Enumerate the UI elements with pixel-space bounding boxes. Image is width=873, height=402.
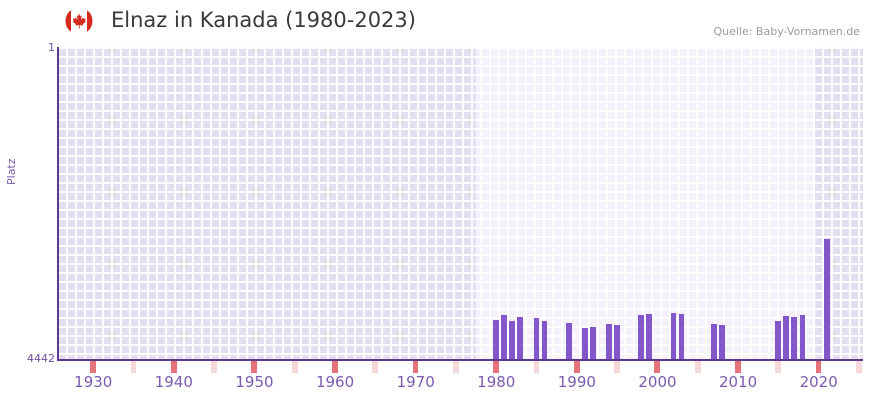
bar-1998[interactable] bbox=[638, 315, 645, 361]
bar-1989[interactable] bbox=[565, 323, 572, 361]
x-tick-1945 bbox=[211, 361, 217, 373]
bar-1980[interactable] bbox=[493, 320, 500, 361]
x-axis-label-2010: 2010 bbox=[718, 373, 758, 391]
x-tick-2020 bbox=[815, 361, 822, 373]
y-axis-bottom-label: 4442 bbox=[27, 352, 55, 365]
x-tick-1975 bbox=[452, 361, 459, 373]
x-axis-ticks bbox=[57, 361, 863, 373]
y-axis-title: Platz bbox=[5, 158, 18, 185]
bar-1982[interactable] bbox=[509, 321, 516, 361]
x-axis-label-1960: 1960 bbox=[315, 373, 355, 391]
x-tick-1990 bbox=[573, 361, 580, 373]
x-tick-1940 bbox=[170, 361, 177, 373]
x-axis-label-1980: 1980 bbox=[477, 373, 516, 391]
bar-2016[interactable] bbox=[783, 316, 790, 361]
x-tick-2025 bbox=[855, 361, 862, 373]
bar-2015[interactable] bbox=[775, 321, 782, 361]
x-axis-labels: 1930 1940 1950 1960 1970 1980 1990 2000 2010 2020 bbox=[0, 373, 873, 398]
x-axis-label-2000: 2000 bbox=[638, 373, 677, 391]
y-axis-top-label: 1 bbox=[48, 41, 55, 54]
plot-area bbox=[57, 47, 863, 361]
x-tick-1980 bbox=[493, 361, 500, 373]
source-label: Quelle: Baby-Vornamen.de bbox=[713, 25, 860, 38]
x-axis-label-1950: 1950 bbox=[235, 373, 274, 391]
bar-1986[interactable] bbox=[541, 321, 548, 361]
x-tick-1950 bbox=[251, 361, 258, 373]
x-tick-1935 bbox=[130, 361, 137, 373]
x-tick-1965 bbox=[372, 361, 379, 373]
x-tick-1995 bbox=[614, 361, 620, 373]
y-axis-line bbox=[57, 47, 59, 361]
bar-1983[interactable] bbox=[517, 317, 524, 361]
bar-2007[interactable] bbox=[710, 324, 717, 361]
x-tick-2000 bbox=[654, 361, 661, 373]
bar-2018[interactable] bbox=[799, 315, 806, 361]
bar-2017[interactable] bbox=[791, 317, 798, 361]
bar-2021[interactable] bbox=[823, 239, 830, 361]
bar-2002[interactable] bbox=[670, 313, 677, 361]
x-tick-1930 bbox=[90, 361, 97, 373]
bar-1999[interactable] bbox=[646, 314, 653, 361]
bar-series bbox=[57, 47, 863, 361]
bar-2003[interactable] bbox=[678, 314, 685, 361]
x-tick-2010 bbox=[735, 361, 741, 373]
canada-flag-icon bbox=[59, 7, 99, 35]
bar-2008[interactable] bbox=[718, 325, 725, 361]
x-axis-label-2020: 2020 bbox=[799, 373, 838, 391]
x-axis-label-1990: 1990 bbox=[557, 373, 596, 391]
chart-title: Elnaz in Kanada (1980-2023) bbox=[111, 8, 416, 32]
x-tick-1960 bbox=[332, 361, 338, 373]
x-axis-label-1930: 1930 bbox=[74, 373, 113, 391]
bar-1991[interactable] bbox=[581, 328, 588, 361]
bar-1985[interactable] bbox=[533, 318, 540, 361]
x-tick-2005 bbox=[694, 361, 701, 373]
x-axis-label-1940: 1940 bbox=[154, 373, 193, 391]
x-tick-1985 bbox=[533, 361, 540, 373]
bar-1981[interactable] bbox=[501, 315, 508, 361]
bar-1995[interactable] bbox=[614, 325, 620, 361]
x-axis-line bbox=[57, 359, 863, 361]
chart-header: Elnaz in Kanada (1980-2023) Quelle: Baby… bbox=[0, 0, 873, 40]
x-tick-2015 bbox=[775, 361, 782, 373]
x-tick-1955 bbox=[291, 361, 298, 373]
bar-1992[interactable] bbox=[589, 327, 596, 361]
x-tick-1970 bbox=[412, 361, 419, 373]
bar-1994[interactable] bbox=[606, 324, 612, 361]
x-axis-label-1970: 1970 bbox=[396, 373, 435, 391]
